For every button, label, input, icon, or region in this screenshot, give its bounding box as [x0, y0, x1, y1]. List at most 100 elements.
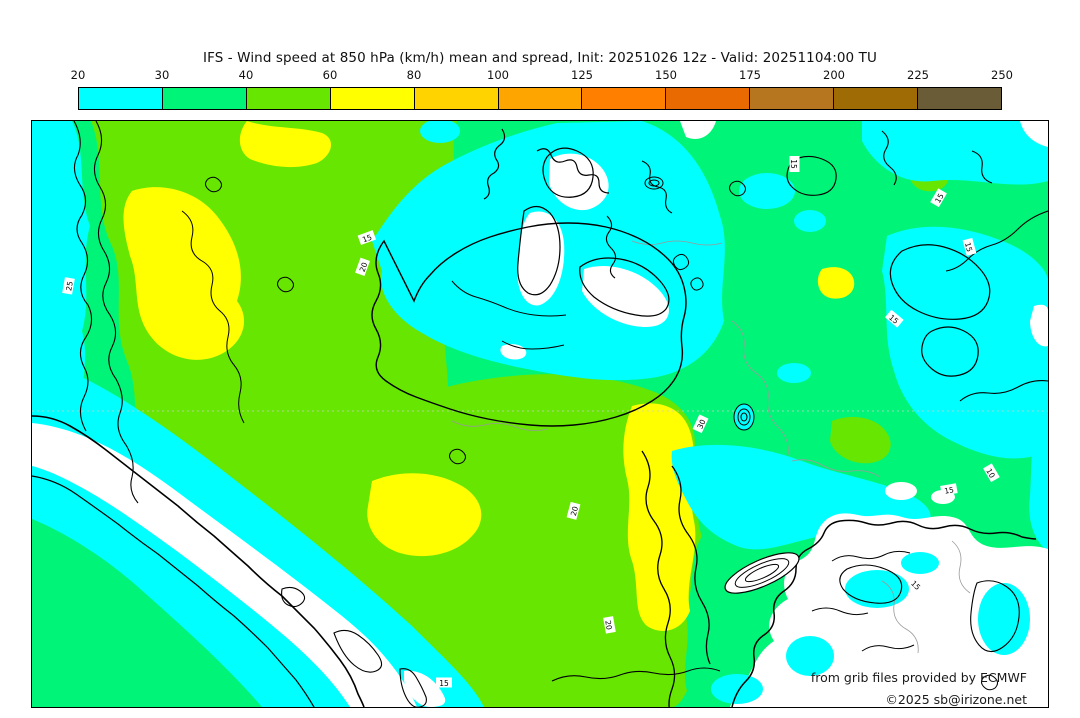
contour-line [861, 644, 915, 652]
contour-line [73, 121, 93, 432]
svg-text:15: 15 [789, 159, 798, 169]
island-outline [277, 276, 294, 293]
sea-outline [371, 222, 687, 427]
contour-line [451, 280, 567, 317]
colorbar-tick-175: 175 [739, 68, 761, 82]
contour-line [811, 607, 869, 616]
fill-20-30-spot [420, 121, 460, 143]
fill-20-30-hole [711, 674, 763, 704]
fill-below20-right-edge [1030, 304, 1048, 347]
fill-below20-island [332, 635, 389, 680]
svg-text:25: 25 [64, 280, 75, 291]
colorbar-tick-60: 60 [322, 68, 338, 82]
fill-60-80 [123, 187, 245, 360]
coastline [641, 450, 676, 707]
fill-below20-norway [549, 153, 609, 211]
colorbar-segment-40-60 [246, 88, 331, 109]
svg-text:10: 10 [984, 467, 997, 480]
svg-text:20: 20 [569, 505, 580, 517]
attribution-source: from grib files provided by ECMWF [811, 670, 1027, 685]
border-line-gray [881, 580, 919, 654]
map-canvas: 25 15 20 15 15 15 15 30 20 20 10 15 15 15 from grib f… [31, 120, 1049, 708]
contour-label-20: 20 [355, 257, 370, 277]
colorbar-segment-80-100 [414, 88, 499, 109]
spread-max-rings [733, 403, 755, 431]
contour-label-15: 15 [962, 237, 977, 256]
colorbar-tick-200: 200 [823, 68, 845, 82]
fill-60-80 [367, 473, 482, 557]
fjord-coast [542, 147, 594, 198]
fill-below20-spot [885, 482, 917, 500]
svg-text:15: 15 [439, 679, 449, 688]
contour-label-20: 20 [603, 616, 616, 634]
island-outline [281, 586, 306, 608]
colorbar-tick-20: 20 [70, 68, 86, 82]
border-line-gray [731, 320, 789, 456]
contour-label-25: 25 [62, 277, 75, 295]
colorbar-segment-100-125 [498, 88, 583, 109]
island-outline [672, 253, 690, 271]
colorbar-segment-60-80 [330, 88, 415, 109]
fill-20-30-spot [777, 363, 811, 383]
attribution-copyright: ©2025 sb@irizone.net [885, 692, 1027, 707]
fill-20-30-hole [845, 570, 909, 608]
svg-text:15: 15 [361, 233, 373, 245]
contour-line [831, 550, 911, 562]
svg-text:15: 15 [944, 485, 955, 496]
border-line-gray [451, 420, 549, 431]
coast-rings [644, 176, 664, 190]
fill-40-60-patch [830, 417, 891, 464]
lake-outline [889, 244, 991, 320]
fill-20-30-hole [901, 552, 939, 574]
colorbar-segment-200-225 [834, 88, 919, 109]
fjord-coast [641, 160, 673, 214]
contour-line [181, 210, 245, 424]
fill-40-60-central [377, 374, 702, 707]
contour-line [93, 121, 139, 504]
contour-line [881, 130, 897, 186]
fjord-coast [517, 205, 561, 296]
fill-20-30-right-edge [1029, 451, 1048, 551]
fill-below20-island [404, 670, 446, 707]
colorbar-segment-175-200 [750, 88, 835, 109]
island-outline [399, 668, 427, 707]
island-outline [205, 176, 222, 193]
island-outline [786, 155, 837, 196]
svg-text:15: 15 [963, 241, 974, 253]
fill-20-30-hole [978, 583, 1030, 655]
colorbar-segment-30-40 [162, 88, 247, 109]
svg-text:20: 20 [603, 620, 614, 631]
fill-20-30-spot [739, 173, 795, 209]
island-outline [690, 277, 704, 291]
fill-below20-top [680, 121, 716, 140]
fjord-coast [579, 257, 670, 317]
contour-label-15: 15 [940, 483, 958, 496]
fill-below20-norway [582, 265, 669, 327]
fill-below20-corner [1020, 121, 1048, 147]
colorbar-segment-225-250 [918, 88, 1001, 109]
fjord-coast [536, 148, 610, 194]
contour-label-20: 20 [566, 501, 581, 520]
coastline [32, 475, 315, 707]
lake-outline [921, 326, 979, 377]
fill-20-30-top-right [862, 121, 1048, 185]
fill-60-80 [817, 267, 855, 299]
colorbar-tick-40: 40 [238, 68, 254, 82]
svg-text:30: 30 [695, 418, 707, 431]
fill-60-80 [239, 121, 332, 168]
colorbar-tick-labels: 20 30 40 60 80 100 125 150 175 200 225 250 [71, 68, 1013, 82]
lake-outline [839, 564, 903, 604]
contour-label-15: 15 [436, 677, 452, 688]
colorbar-segment-150-175 [666, 88, 751, 109]
border-line-gray [951, 540, 971, 594]
colorbar-segment-20-30 [79, 88, 163, 109]
contour-line [945, 210, 1048, 272]
island-outline [729, 180, 746, 197]
colorbar-tick-100: 100 [487, 68, 509, 82]
lake-outline [970, 580, 1020, 653]
coastline [731, 519, 1037, 707]
island-outline [981, 674, 998, 691]
page-title: IFS - Wind speed at 850 hPa (km/h) mean … [203, 50, 877, 66]
